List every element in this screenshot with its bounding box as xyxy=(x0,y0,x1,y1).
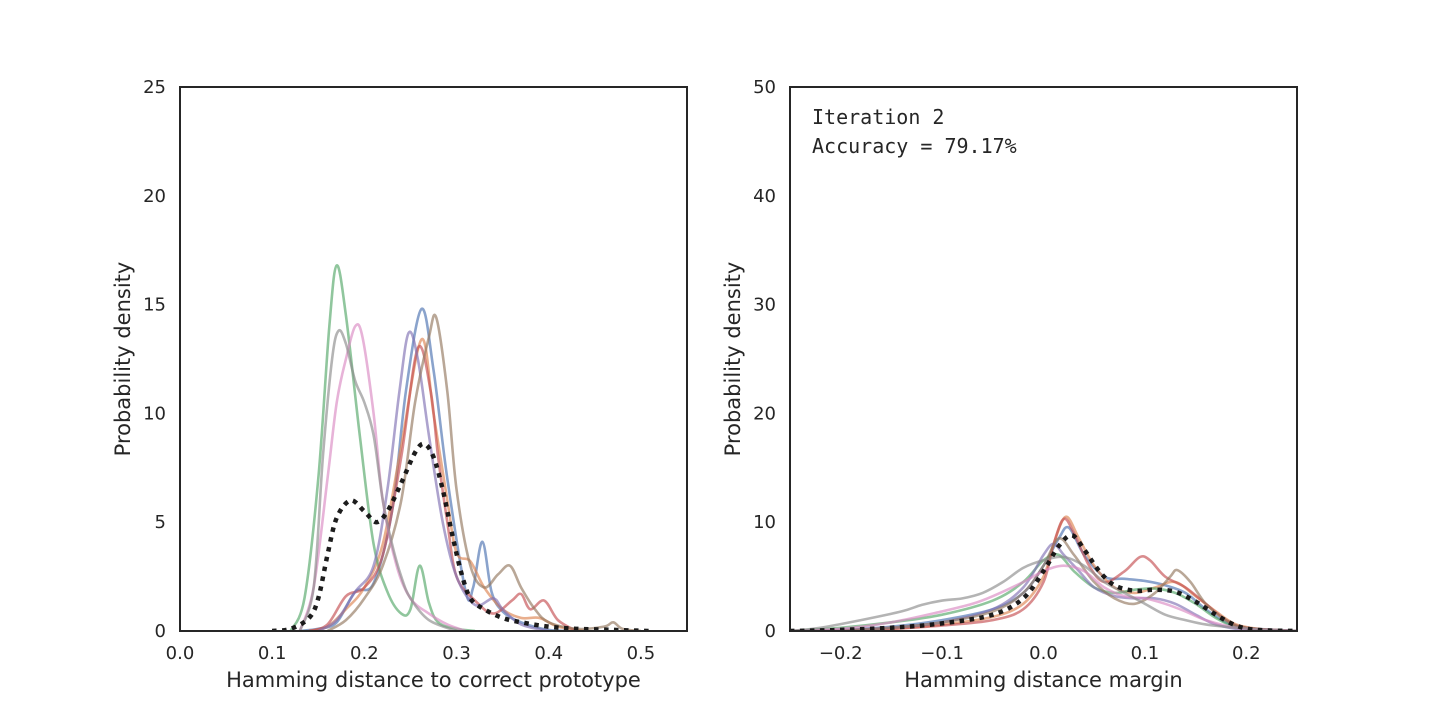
y-tick-label: 0 xyxy=(155,621,166,642)
y-tick-label: 5 xyxy=(155,512,166,533)
y-tick-label: 20 xyxy=(753,403,776,424)
x-tick-label: 0.1 xyxy=(258,643,287,664)
x-axis-label: Hamming distance to correct prototype xyxy=(226,668,641,692)
density-curve-8 xyxy=(790,555,1297,631)
y-tick-label: 0 xyxy=(765,621,776,642)
density-curve-6 xyxy=(790,537,1297,631)
x-tick-label: 0.2 xyxy=(350,643,379,664)
density-curve-3 xyxy=(289,264,476,631)
density-curve-9 xyxy=(790,533,1297,631)
y-tick-label: 15 xyxy=(143,295,166,316)
density-curve-6 xyxy=(326,313,642,631)
x-tick-label: 0.1 xyxy=(1131,643,1160,664)
density-curve-4 xyxy=(790,517,1297,631)
density-curve-7 xyxy=(298,323,467,631)
y-tick-label: 50 xyxy=(753,77,776,98)
y-tick-label: 20 xyxy=(143,186,166,207)
x-tick-label: 0.3 xyxy=(442,643,471,664)
y-tick-label: 10 xyxy=(143,403,166,424)
density-curve-5 xyxy=(317,330,550,631)
y-tick-label: 25 xyxy=(143,77,166,98)
y-tick-label: 10 xyxy=(753,512,776,533)
series-group xyxy=(790,515,1297,631)
annotation-line-2: Accuracy = 79.17% xyxy=(812,134,1017,158)
y-axis-label: Probability density xyxy=(721,262,745,457)
y-tick-label: 30 xyxy=(753,295,776,316)
x-axis-label: Hamming distance margin xyxy=(904,668,1182,692)
left-panel: 0.0 0.1 0.2 0.3 0.4 0.5 0 5 10 15 20 25 Hamming dist… xyxy=(111,77,688,692)
x-tick-label: 0.0 xyxy=(1029,643,1058,664)
axes-frame xyxy=(789,86,1298,632)
density-curve-4 xyxy=(308,344,578,631)
x-tick-label: 0.0 xyxy=(166,643,195,664)
series-group xyxy=(271,264,651,631)
density-curve-8 xyxy=(298,328,458,631)
x-tick-label: 0.2 xyxy=(1232,643,1261,664)
axes-frame xyxy=(179,86,688,632)
x-tick-label: 0.4 xyxy=(534,643,563,664)
y-tick-label: 40 xyxy=(753,186,776,207)
x-tick-label: −0.1 xyxy=(920,643,964,664)
x-tick-label: 0.5 xyxy=(627,643,656,664)
y-axis-label: Probability density xyxy=(111,262,135,457)
annotation-line-1: Iteration 2 xyxy=(812,105,944,129)
density-curve-7 xyxy=(790,564,1297,631)
x-tick-label: −0.2 xyxy=(819,643,863,664)
density-curve-1 xyxy=(299,307,577,631)
right-panel: −0.2 −0.1 0.0 0.1 0.2 0 10 20 30 40 50 Hamming dist… xyxy=(721,77,1298,692)
